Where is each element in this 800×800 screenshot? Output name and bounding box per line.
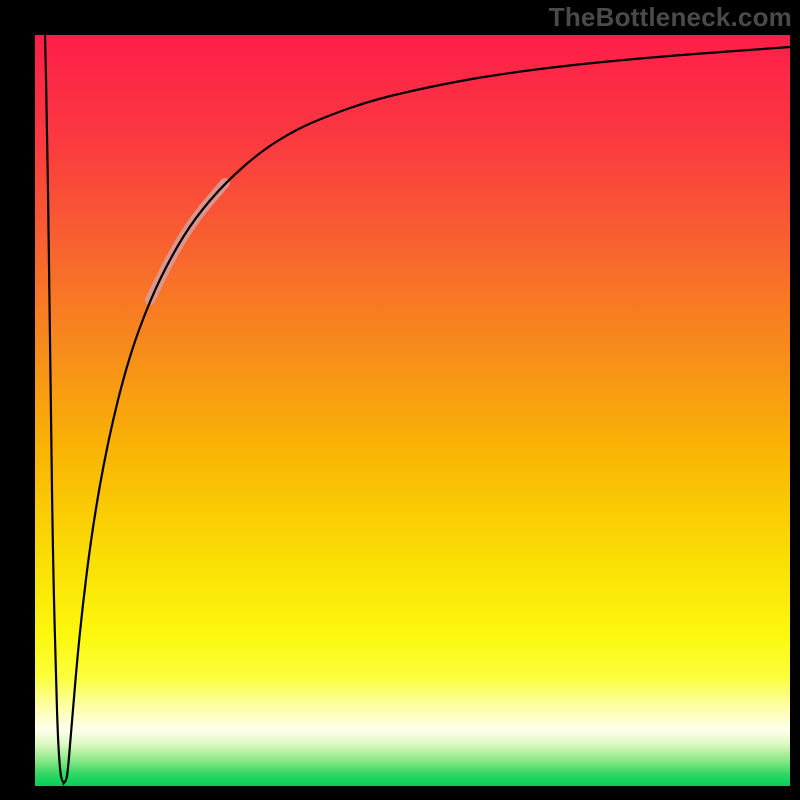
chart-container: TheBottleneck.com bbox=[0, 0, 800, 800]
gradient-chart bbox=[0, 0, 800, 800]
watermark-text: TheBottleneck.com bbox=[549, 2, 792, 33]
plot-background bbox=[35, 35, 790, 786]
